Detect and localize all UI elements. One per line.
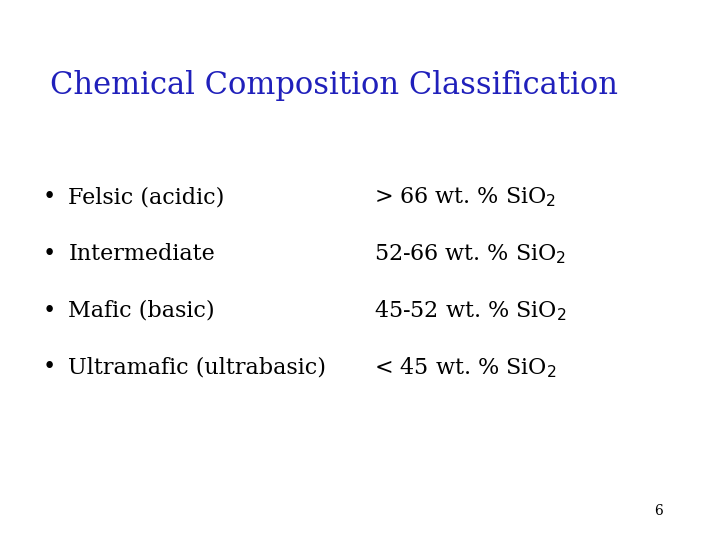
Text: 52-66 wt. % SiO$_2$: 52-66 wt. % SiO$_2$ (374, 242, 567, 266)
Text: Chemical Composition Classification: Chemical Composition Classification (50, 70, 618, 101)
Text: 45-52 wt. % SiO$_2$: 45-52 wt. % SiO$_2$ (374, 298, 567, 323)
Text: •: • (42, 243, 55, 265)
Text: Mafic (basic): Mafic (basic) (68, 300, 215, 321)
Text: •: • (42, 186, 55, 208)
Text: •: • (42, 300, 55, 321)
Text: 6: 6 (654, 504, 662, 518)
Text: < 45 wt. % SiO$_2$: < 45 wt. % SiO$_2$ (374, 355, 557, 380)
Text: Ultramafic (ultrabasic): Ultramafic (ultrabasic) (68, 356, 326, 378)
Text: •: • (42, 356, 55, 378)
Text: > 66 wt. % SiO$_2$: > 66 wt. % SiO$_2$ (374, 185, 557, 209)
Text: Felsic (acidic): Felsic (acidic) (68, 186, 225, 208)
Text: Intermediate: Intermediate (68, 243, 215, 265)
